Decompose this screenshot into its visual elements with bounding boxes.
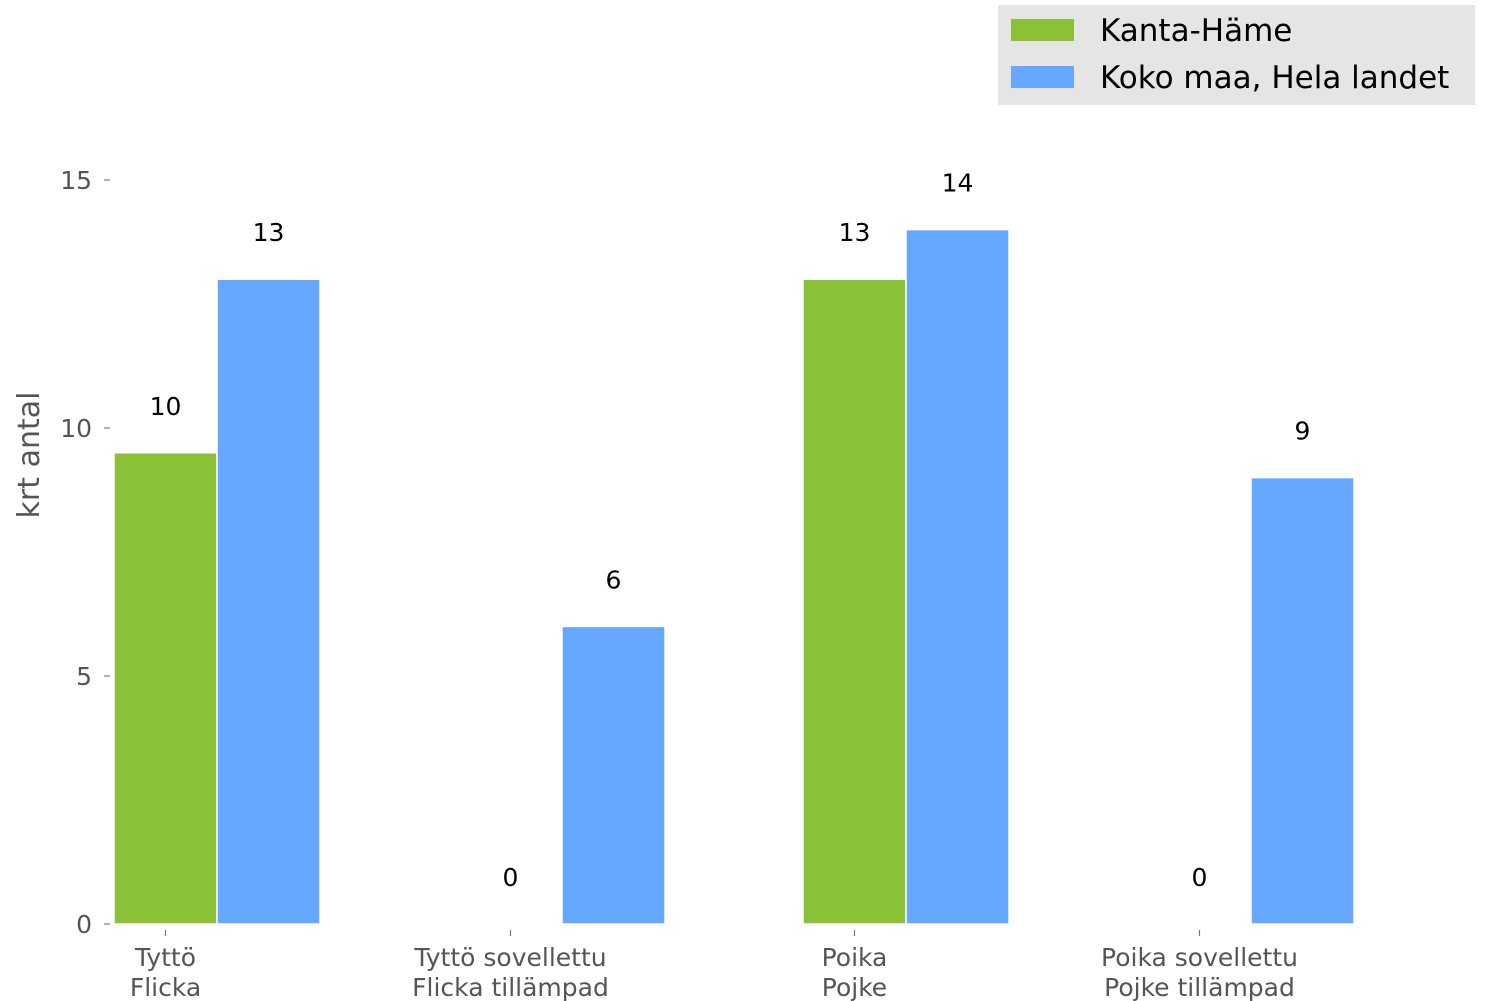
- data-label: 6: [606, 565, 622, 594]
- data-label: 13: [253, 218, 285, 247]
- x-tick-label: Pojke tillämpad: [1104, 973, 1295, 1001]
- bars: [113, 228, 1355, 925]
- data-label: 0: [1192, 863, 1208, 892]
- x-tick-label: Flicka: [130, 973, 201, 1001]
- data-label: 0: [503, 863, 519, 892]
- legend-label: Koko maa, Hela landet: [1100, 60, 1449, 96]
- data-label: 14: [942, 169, 974, 198]
- x-tick-label: Tyttö sovellettu: [413, 943, 606, 972]
- legend-swatch: [1011, 66, 1074, 88]
- y-tick-label: 10: [60, 414, 92, 443]
- y-axis-title: krt antal: [12, 392, 47, 519]
- x-tick-label: Pojke: [822, 973, 887, 1001]
- bar: [113, 452, 218, 925]
- legend-swatch: [1011, 19, 1074, 41]
- data-labels: 10 0 13 0 13 6 14 9: [150, 169, 1311, 892]
- data-label: 10: [150, 392, 182, 421]
- x-tick-label: Flicka tillämpad: [412, 973, 609, 1001]
- bar: [802, 278, 907, 925]
- legend-label: Kanta-Häme: [1100, 13, 1292, 49]
- y-tick-label: 5: [76, 662, 92, 691]
- bar: [1250, 476, 1355, 925]
- x-tick-label: Poika sovellettu: [1101, 943, 1298, 972]
- y-tick-label: 15: [60, 166, 92, 195]
- bar: [216, 278, 321, 925]
- bar: [561, 625, 666, 925]
- data-label: 9: [1295, 417, 1311, 446]
- legend[interactable]: Kanta-Häme Koko maa, Hela landet: [998, 5, 1475, 105]
- data-label: 13: [839, 218, 871, 247]
- legend-box: [998, 5, 1475, 105]
- x-tick-label: Poika: [822, 943, 888, 972]
- x-tick-label: Tyttö: [134, 943, 196, 972]
- bar: [905, 228, 1010, 925]
- y-tick-label: 0: [76, 910, 92, 939]
